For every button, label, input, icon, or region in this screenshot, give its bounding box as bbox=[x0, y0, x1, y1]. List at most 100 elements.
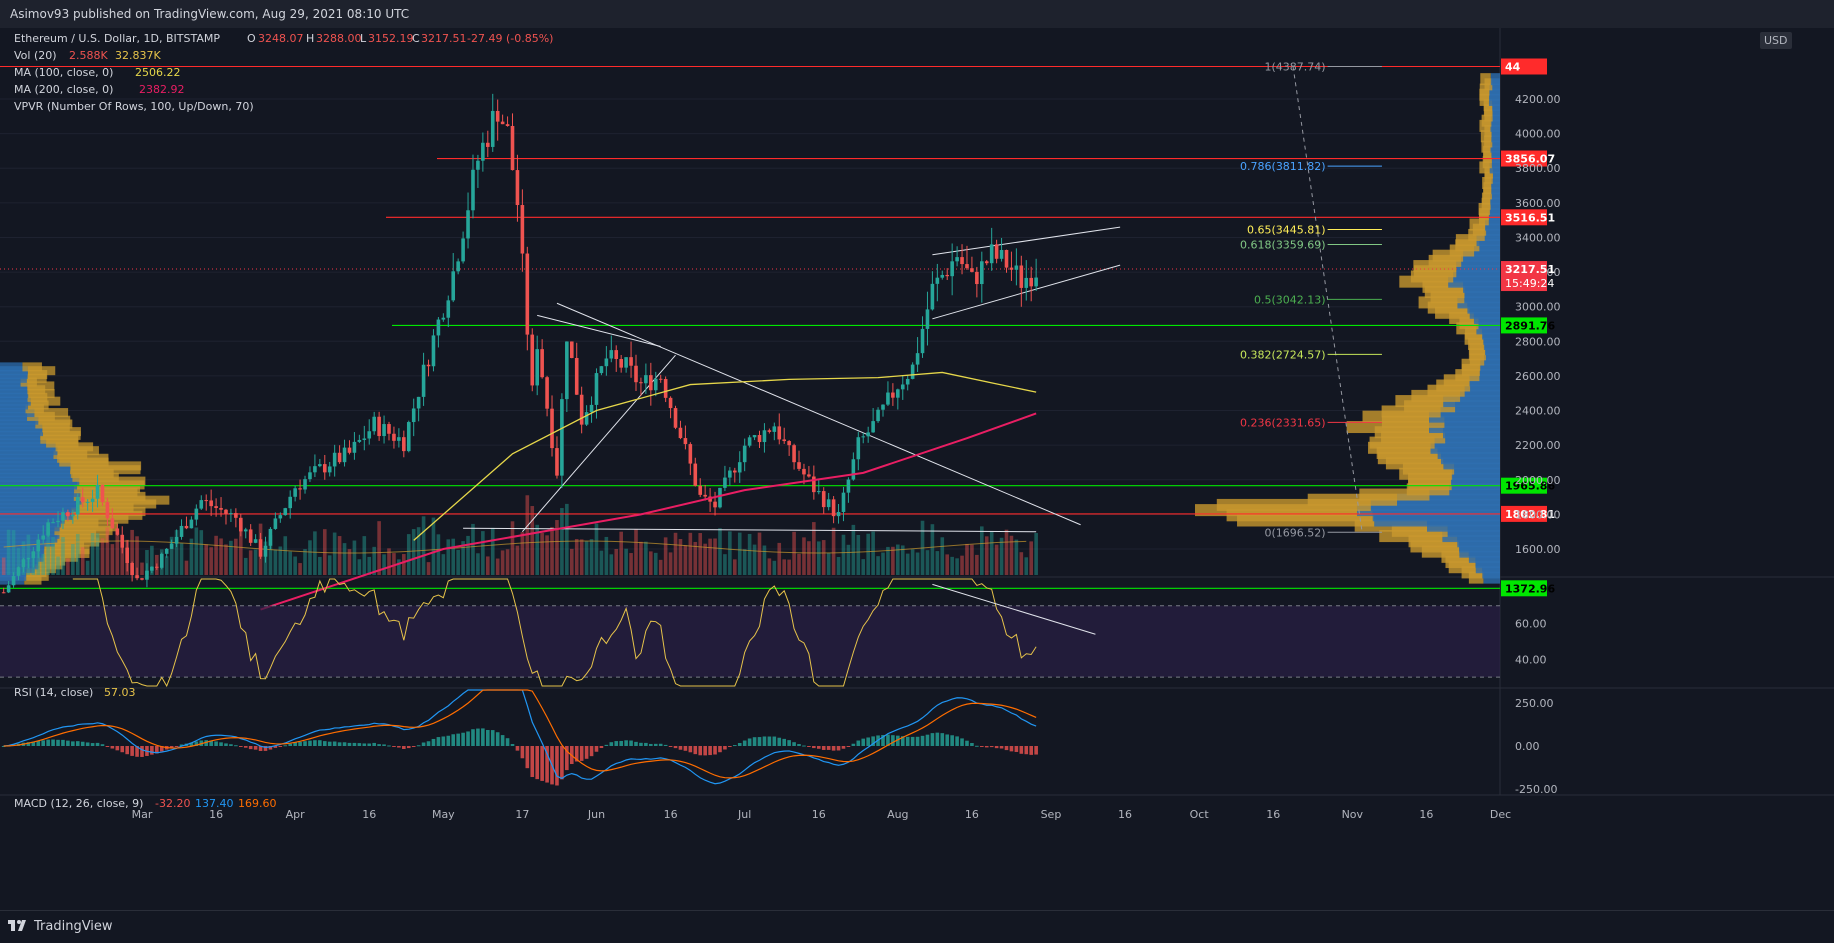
candle-body bbox=[530, 334, 535, 386]
time-tick: 16 bbox=[1118, 808, 1132, 821]
time-tick: Jun bbox=[587, 808, 605, 821]
trendline bbox=[556, 302, 1081, 526]
candle-body bbox=[1029, 277, 1033, 287]
candle-body bbox=[629, 357, 633, 366]
macd-histogram-bar bbox=[308, 740, 312, 746]
volume-bar bbox=[950, 556, 954, 575]
candle-body bbox=[762, 430, 767, 443]
volume-bar bbox=[871, 531, 875, 575]
level-tag bbox=[1501, 505, 1547, 522]
volume-bar bbox=[965, 543, 969, 575]
volume-bar bbox=[105, 527, 110, 575]
volume-bar bbox=[896, 544, 900, 575]
main-legend: Ethereum / U.S. Dollar, 1D, BITSTAMP O 3… bbox=[14, 32, 553, 113]
volume-bar bbox=[46, 528, 50, 575]
macd-histogram-bar bbox=[253, 746, 258, 750]
fib-label: 1(4387.74) bbox=[1265, 61, 1326, 74]
volume-bar bbox=[861, 559, 866, 575]
price-tick: 3600.00 bbox=[1515, 197, 1561, 210]
volume-bar bbox=[150, 545, 154, 575]
volume-bar bbox=[693, 541, 698, 575]
candle-body bbox=[431, 335, 436, 367]
volume-bar bbox=[120, 537, 125, 575]
volume-bar bbox=[733, 559, 737, 575]
macd-histogram-bar bbox=[688, 746, 693, 753]
volume-bar bbox=[634, 529, 638, 575]
volume-bar bbox=[308, 540, 312, 575]
volume-bar bbox=[989, 531, 994, 575]
macd-histogram-bar bbox=[367, 743, 372, 746]
candle-body bbox=[1019, 265, 1024, 288]
macd-histogram-bar bbox=[1009, 746, 1014, 752]
volume-bar bbox=[614, 549, 619, 575]
macd-histogram-bar bbox=[456, 733, 460, 746]
volume-bar bbox=[184, 560, 189, 575]
macd-histogram-bar bbox=[900, 736, 905, 746]
macd-histogram-bar bbox=[950, 735, 954, 746]
candle-body bbox=[757, 435, 762, 443]
macd-histogram-bar bbox=[115, 746, 120, 751]
candle-body bbox=[332, 452, 337, 467]
chart-area[interactable]: 1(4387.74) 0.786(3811.82) 0.65(3445.81)0.6… bbox=[0, 28, 1834, 910]
macd-histogram-bar bbox=[273, 746, 278, 748]
macd-histogram-bar bbox=[135, 746, 139, 757]
legend-high: 3288.00 bbox=[316, 32, 362, 45]
macd-histogram-bar bbox=[634, 741, 638, 746]
candle-body bbox=[698, 485, 703, 495]
macd-histogram-bar bbox=[174, 746, 179, 747]
macd-histogram-bar bbox=[574, 746, 579, 762]
candle-body bbox=[935, 277, 940, 284]
vpvr-right-bar bbox=[1490, 73, 1500, 86]
vpvr-left-bar bbox=[34, 408, 69, 418]
macd-histogram-bar bbox=[718, 746, 722, 753]
macd-histogram-bar bbox=[767, 736, 772, 746]
candle-body bbox=[298, 488, 302, 490]
volume-bar bbox=[273, 549, 278, 575]
volume-bar bbox=[683, 545, 688, 575]
candle-body bbox=[668, 397, 673, 409]
candle-body bbox=[75, 497, 80, 515]
volume-bar bbox=[574, 538, 579, 575]
macd-histogram-bar bbox=[871, 736, 875, 746]
volume-bar bbox=[495, 558, 500, 575]
volume-bar bbox=[332, 532, 337, 575]
volume-bar bbox=[663, 537, 668, 575]
macd-histogram-bar bbox=[579, 746, 584, 761]
level-tag bbox=[1501, 580, 1547, 597]
legend-rsi-label: RSI (14, close) bbox=[14, 686, 93, 699]
currency-badge[interactable]: USD bbox=[1760, 32, 1792, 49]
macd-histogram-bar bbox=[298, 741, 302, 746]
volume-bar bbox=[11, 530, 16, 575]
volume-bar bbox=[406, 534, 411, 575]
candle-body bbox=[476, 160, 480, 170]
candle-body bbox=[560, 399, 564, 476]
candle-body bbox=[495, 110, 500, 122]
candle-body bbox=[229, 513, 233, 515]
volume-bar bbox=[530, 506, 535, 575]
fibonacci-levels: 1(4387.74) 0.786(3811.82) 0.65(3445.81)0.6… bbox=[1240, 61, 1382, 539]
macd-histogram-bar bbox=[283, 745, 288, 747]
brand[interactable]: TradingView bbox=[8, 919, 113, 934]
volume-bar bbox=[999, 537, 1004, 575]
volume-bar bbox=[1, 557, 6, 575]
macd-histogram-bar bbox=[61, 739, 65, 746]
macd-histogram-bar bbox=[362, 743, 367, 746]
volume-bar bbox=[841, 534, 846, 575]
candle-body bbox=[728, 470, 732, 478]
volume-bar bbox=[816, 541, 821, 575]
candle-body bbox=[767, 430, 772, 432]
candle-body bbox=[930, 283, 935, 310]
candle-body bbox=[737, 462, 742, 473]
candle-body bbox=[639, 382, 643, 384]
macd-histogram-bar bbox=[392, 746, 396, 747]
candle-body bbox=[194, 508, 199, 520]
vpvr-right-bar bbox=[1480, 73, 1491, 86]
candle-body bbox=[624, 357, 628, 368]
volume-bar bbox=[767, 558, 772, 575]
candle-body bbox=[1034, 277, 1038, 287]
volume-bar bbox=[61, 537, 65, 575]
candle-body bbox=[772, 426, 777, 432]
volume-bar bbox=[362, 536, 367, 575]
price-tick: 4200.00 bbox=[1515, 93, 1561, 106]
candle-body bbox=[555, 448, 559, 476]
